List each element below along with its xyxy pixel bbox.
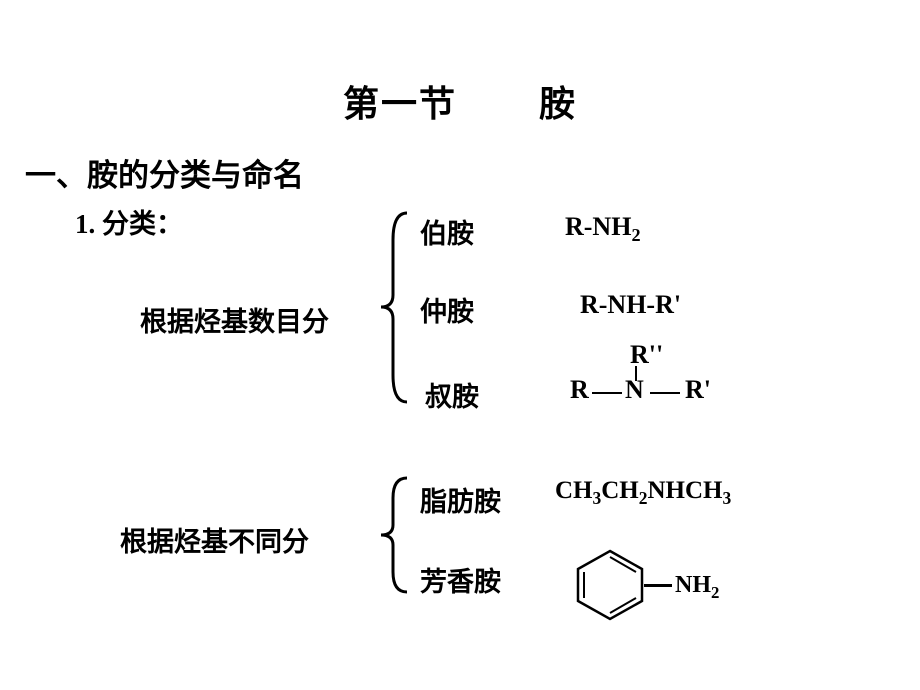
formula-sub: 2 (631, 225, 640, 245)
slide-title: 第一节 胺 (0, 75, 920, 127)
fp3: 2 (639, 488, 648, 508)
formula-aromatic-amine: NH2 (570, 545, 650, 630)
aniline-nh2-label: NH2 (675, 572, 719, 603)
fp0: CH (555, 477, 593, 504)
classification-basis-1: 根据烃基数目分 (140, 300, 329, 339)
section-heading: 一、胺的分类与命名 (25, 150, 304, 195)
benzene-nh2-bond (644, 584, 672, 587)
bracket-1 (375, 205, 415, 410)
category-primary-amine: 伯胺 (420, 212, 474, 251)
formula-secondary-amine: R-NH-R' (580, 290, 681, 320)
formula-tertiary-amine: R'' R N R' (570, 340, 770, 410)
formula-aliphatic-amine: CH3CH2NHCH3 (555, 477, 731, 509)
fp4: NHCH (648, 477, 723, 504)
fp1: 3 (593, 488, 602, 508)
nh-text: NH (675, 572, 711, 598)
formula-primary-amine: R-NH2 (565, 212, 641, 246)
tertiary-r2: R (570, 375, 589, 405)
classification-basis-2: 根据烃基不同分 (120, 520, 309, 559)
title-part2: 胺 (539, 84, 577, 124)
bond-left (592, 392, 622, 394)
subsection-heading: 1. 分类： (75, 202, 183, 241)
category-secondary-amine: 仲胺 (420, 290, 474, 329)
bond-right (650, 392, 680, 394)
tertiary-r3: R' (685, 375, 711, 405)
tertiary-n: N (625, 375, 644, 405)
benzene-ring-icon (570, 545, 650, 625)
category-tertiary-amine: 叔胺 (425, 375, 479, 414)
title-part1: 第一节 (343, 84, 457, 124)
formula-text: R-NH (565, 212, 631, 241)
category-aliphatic-amine: 脂肪胺 (420, 480, 501, 519)
nh-sub: 2 (711, 583, 719, 602)
fp2: CH (601, 477, 639, 504)
fp5: 3 (723, 488, 732, 508)
bracket-2 (375, 470, 415, 600)
category-aromatic-amine: 芳香胺 (420, 560, 501, 599)
